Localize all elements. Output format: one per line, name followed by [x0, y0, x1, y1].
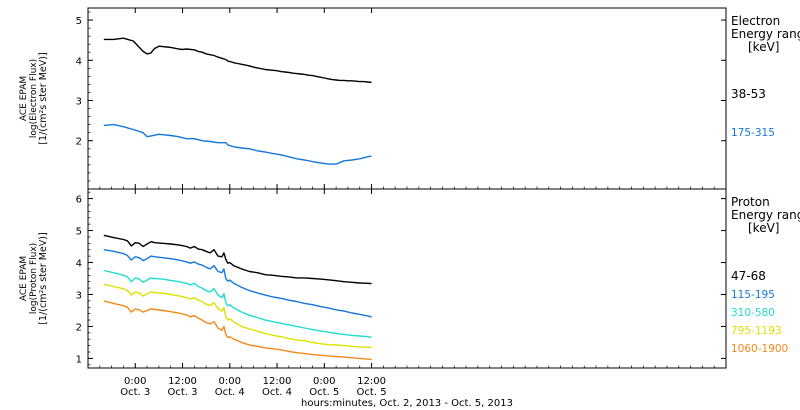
electron-ytick-label: 5 [76, 16, 82, 27]
electron-ylabel-line: ACE EPAM [19, 76, 29, 121]
proton-ytick-label: 3 [76, 290, 82, 301]
electron-legend-title-line: [keV] [748, 40, 779, 54]
proton-ytick-label: 5 [76, 227, 82, 238]
proton-frame [87, 188, 727, 369]
xtick-time-label: 12:00 [357, 376, 386, 387]
electron-series-line [103, 123, 372, 165]
proton-legend-title-line: Proton [731, 195, 770, 209]
electron-ytick-label: 3 [76, 97, 82, 108]
electron-ylabel-line: log(Electron Flux) [29, 59, 39, 138]
xtick-time-label: 12:00 [263, 376, 292, 387]
electron-panel: 2 3 4 5 ACE EPAM log(Electron Flux) [1/(cm²s s… [19, 7, 800, 190]
proton-ylabel-line: log(Proton Flux) [29, 243, 39, 314]
xtick-date-label: Oct. 4 [215, 387, 245, 398]
proton-panel: 1 2 3 4 5 6 ACE EPAM log(Proton Flux) [1/(cm²s s… [19, 188, 800, 369]
proton-legend-label: 795-1193 [731, 325, 782, 337]
proton-ytick-label: 6 [76, 195, 82, 206]
electron-ylabel-line: [1/(cm²s ster MeV)] [38, 52, 49, 144]
electron-ytick-label: 2 [76, 137, 82, 148]
xtick-time-label: 12:00 [168, 376, 197, 387]
proton-ytick-label: 2 [76, 322, 82, 333]
proton-legend-title-line: [keV] [748, 221, 779, 235]
electron-legend-label: 175-315 [731, 127, 775, 139]
electron-series-line [103, 37, 372, 84]
proton-legend-label: 47-68 [731, 269, 766, 283]
proton-series-line [103, 269, 372, 338]
xtick-date-label: Oct. 3 [120, 387, 150, 398]
xtick-time-label: 0:00 [313, 376, 335, 387]
proton-series-line [103, 234, 372, 285]
proton-legend-title-line: Energy range [731, 208, 800, 222]
electron-frame [87, 7, 727, 190]
proton-series-line [103, 283, 372, 349]
proton-ylabel-line: [1/(cm²s ster MeV)] [38, 232, 49, 324]
electron-legend-label: 38-53 [731, 87, 766, 101]
xtick-time-label: 0:00 [219, 376, 241, 387]
proton-legend-label: 1060-1900 [731, 343, 788, 355]
proton-ytick-label: 4 [76, 259, 82, 270]
electron-ytick-label: 4 [76, 56, 82, 67]
proton-series-line [103, 249, 372, 318]
proton-legend-label: 115-195 [731, 289, 775, 301]
proton-ytick-label: 1 [76, 354, 82, 365]
x-axis-label: hours:minutes, Oct. 2, 2013 - Oct. 5, 20… [301, 398, 513, 409]
proton-legend-label: 310-580 [731, 307, 775, 319]
proton-series-line [103, 300, 372, 361]
xtick-time-label: 0:00 [124, 376, 146, 387]
proton-ylabel-line: ACE EPAM [19, 256, 29, 301]
xtick-date-label: Oct. 5 [357, 387, 387, 398]
electron-legend-title-line: Electron [731, 14, 780, 28]
xtick-date-label: Oct. 5 [309, 387, 339, 398]
electron-legend-title-line: Energy range [731, 27, 800, 41]
xtick-date-label: Oct. 3 [168, 387, 198, 398]
xtick-date-label: Oct. 4 [262, 387, 292, 398]
